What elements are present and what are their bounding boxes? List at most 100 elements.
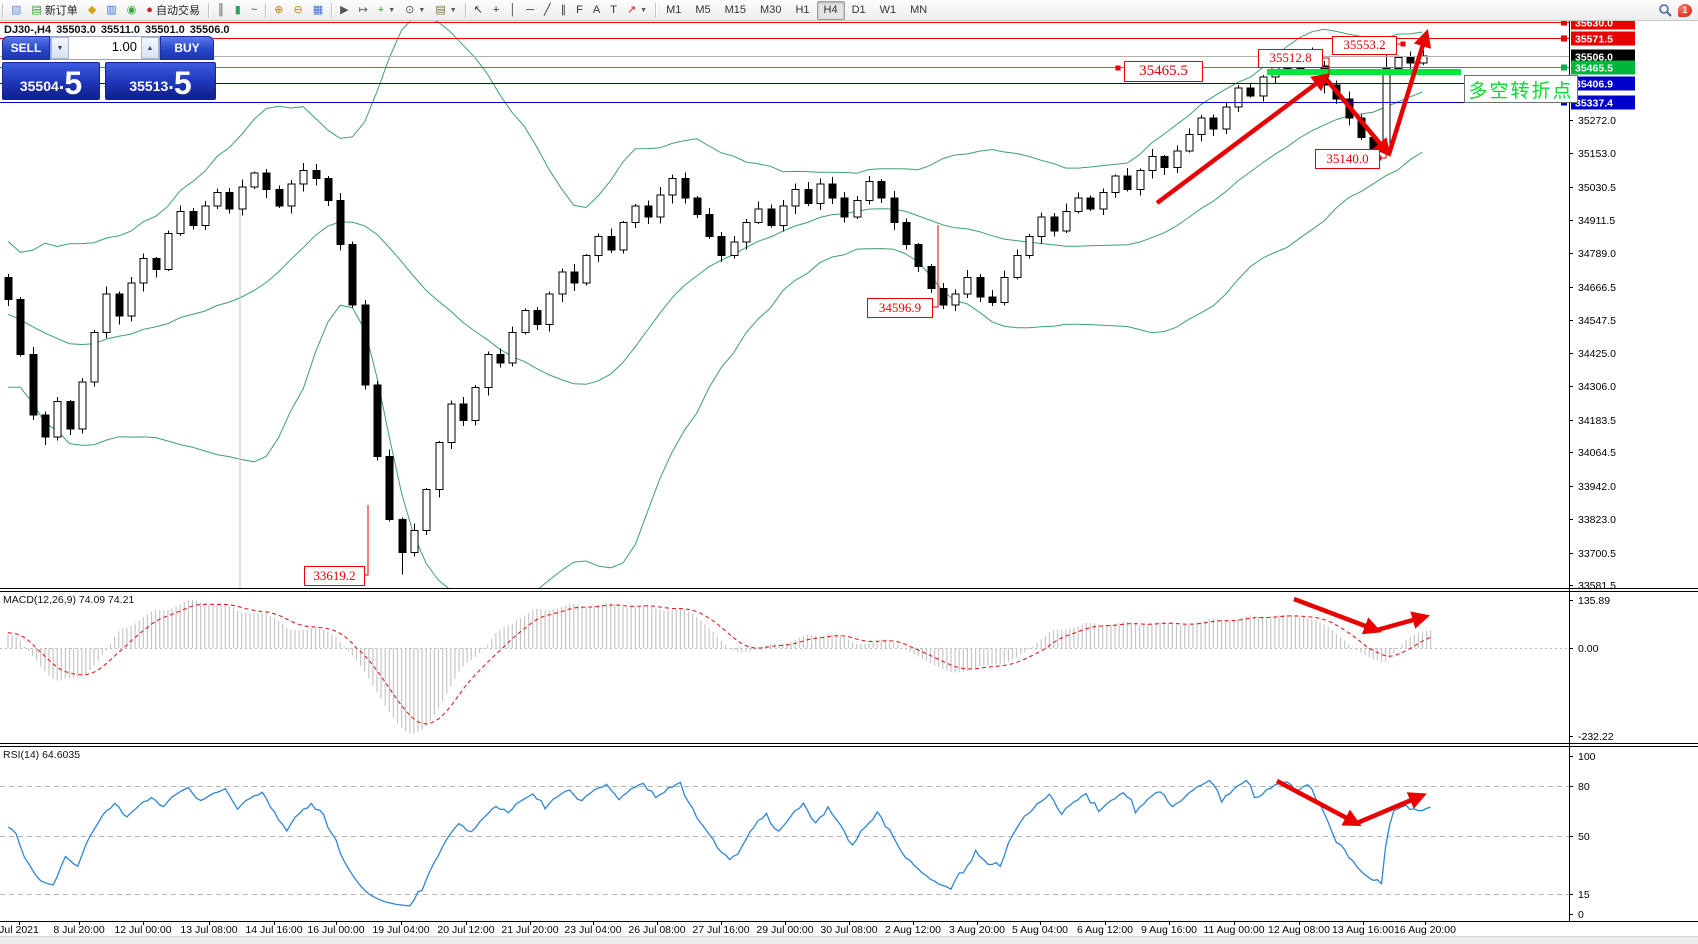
profile-icon[interactable]: ◆ [83,0,101,20]
fibonacci-icon-icon: F [576,3,583,16]
line-chart-icon[interactable]: ~ [246,0,262,20]
sell-button[interactable]: SELL [2,36,50,60]
svg-text:34911.5: 34911.5 [1578,215,1615,227]
svg-text:30 Jul 08:00: 30 Jul 08:00 [820,924,877,936]
tile-windows-icon[interactable]: ▦ [308,0,328,20]
svg-text:35465.5: 35465.5 [1575,63,1613,75]
svg-text:27 Jul 16:00: 27 Jul 16:00 [692,924,749,936]
channel-icon[interactable]: ∥ [556,0,572,20]
svg-text:35406.9: 35406.9 [1575,79,1613,91]
label-icon-icon: T [610,3,617,16]
svg-text:20 Jul 12:00: 20 Jul 12:00 [437,924,494,936]
chart-window-icon[interactable]: ▧ [6,0,26,20]
timeframe-M1[interactable]: M1 [666,3,682,16]
rsi-indicator[interactable] [0,779,1569,907]
price-axis-badge: 35406.9 [1571,76,1635,91]
buy-price-display[interactable]: 35513. 5 [105,62,216,100]
timeframe-M15[interactable]: M15 [724,3,747,16]
dropdown-caret-icon: ▼ [418,6,426,14]
chart-window-icon-icon: ▧ [11,3,22,16]
price-annotation-label[interactable]: 35553.2 [1332,36,1397,55]
svg-text:11 Aug 00:00: 11 Aug 00:00 [1203,924,1264,936]
trend-arrow[interactable] [1325,78,1392,157]
trend-arrow[interactable] [1386,28,1432,155]
svg-text:9 Aug 16:00: 9 Aug 16:00 [1141,924,1197,936]
zoom-out-icon[interactable]: ⊖ [288,0,307,20]
green-highlight-bar[interactable] [1267,69,1461,75]
svg-text:6 Aug 12:00: 6 Aug 12:00 [1077,924,1133,936]
rsi-trend-arrow[interactable] [1356,792,1427,826]
fibonacci-icon[interactable]: F [571,0,588,20]
price-axis: 35272.0 35153.0 35030.5 34911.5 34789.0 34666… [1569,115,1616,592]
level-handle[interactable] [1561,19,1567,26]
level-handle[interactable] [1561,64,1567,71]
price-annotation-label[interactable]: 35465.5 [1124,61,1203,82]
timeframe-D1[interactable]: D1 [851,3,866,16]
rsi-axis-label: 100 [1578,751,1596,763]
horizontal-line-icon[interactable]: ─ [521,0,539,20]
time-axis: Jul 2021 8 Jul 20:00 12 Jul 00:00 13 Jul 08… [0,921,1456,936]
rsi-axis-label: 15 [1578,889,1590,901]
svg-text:12 Aug 08:00: 12 Aug 08:00 [1268,924,1330,936]
macd-trend-arrow[interactable] [1293,596,1382,635]
volume-input[interactable]: 1.00 [69,37,141,59]
new-order-button[interactable]: ▤ 新订单 [26,0,82,20]
price-annotation-label[interactable]: 33619.2 [304,566,365,586]
cursor-icon[interactable]: ↖ [469,0,488,20]
timeframe-H1[interactable]: H1 [795,3,810,16]
buy-price-pip: 5 [173,65,192,101]
indicators-button[interactable]: + ▼ [373,0,400,20]
price-annotation-label[interactable]: 35512.8 [1258,49,1323,68]
buy-button[interactable]: BUY [160,36,214,60]
vertical-line-icon[interactable]: │ [504,0,521,20]
rsi-trend-arrow[interactable] [1275,779,1362,826]
candlestick-chart-icon[interactable]: ▮ [230,0,246,20]
macd-indicator[interactable] [0,600,1569,734]
auto-scroll-icon[interactable]: ▶ [335,0,353,20]
label-callout-line[interactable] [931,225,939,308]
sell-price-display[interactable]: 35504. 5 [2,62,100,100]
text-annotation-turning-point[interactable]: 多空转折点 [1464,75,1578,103]
chart-background[interactable] [0,20,1698,944]
shapes-button[interactable]: ↗ ▼ [622,0,652,20]
svg-text:35272.0: 35272.0 [1578,115,1616,127]
price-annotation-label[interactable]: 35140.0 [1315,149,1380,169]
notification-badge[interactable]: 1 [1678,3,1692,17]
zoom-out-icon-icon: ⊖ [293,3,303,16]
crosshair-icon[interactable]: + [488,0,504,20]
trendline-icon[interactable]: ╱ [539,0,556,20]
search-icon[interactable] [1658,3,1672,17]
annotation-handle[interactable] [1400,41,1406,47]
level-handle[interactable] [1561,35,1567,42]
navigator-icon[interactable]: ◉ [122,0,142,20]
macd-trend-arrow[interactable] [1376,611,1431,633]
timeframe-M5[interactable]: M5 [695,3,711,16]
svg-text:14 Jul 16:00: 14 Jul 16:00 [245,924,302,936]
label-callout-line[interactable] [1321,57,1330,77]
shapes-icon: ↗ [626,3,637,16]
ohlc-open: 35503.0 [56,24,96,36]
price-annotation-label[interactable]: 34596.9 [867,298,933,318]
annotation-handle[interactable] [1115,65,1121,71]
bar-chart-icon[interactable]: ║ [212,0,230,20]
macd-axis-label: 0.00 [1578,643,1599,655]
macd-axis-label: -232.22 [1578,731,1614,743]
timeframe-H4[interactable]: H4 [816,0,845,20]
templates-button[interactable]: ▤ ▼ [430,0,461,20]
volume-increase-button[interactable]: ▲ [141,37,159,59]
autotrading-button[interactable]: ● 自动交易 [141,0,205,20]
svg-text:34064.5: 34064.5 [1578,447,1616,459]
svg-text:34547.5: 34547.5 [1578,315,1616,327]
text-icon[interactable]: A [588,0,605,20]
trend-arrow[interactable] [1155,73,1331,205]
label-icon[interactable]: T [605,0,622,20]
zoom-in-icon[interactable]: ⊕ [269,0,288,20]
timeframe-MN[interactable]: MN [910,3,928,16]
timeframe-W1[interactable]: W1 [879,3,897,16]
chart-shift-icon[interactable]: ↦ [354,0,373,20]
periods-button[interactable]: ⊙ ▼ [400,0,430,20]
volume-decrease-button[interactable]: ▼ [51,37,69,59]
timeframe-M30[interactable]: M30 [760,3,782,16]
market-watch-icon[interactable]: ▥ [101,0,121,20]
